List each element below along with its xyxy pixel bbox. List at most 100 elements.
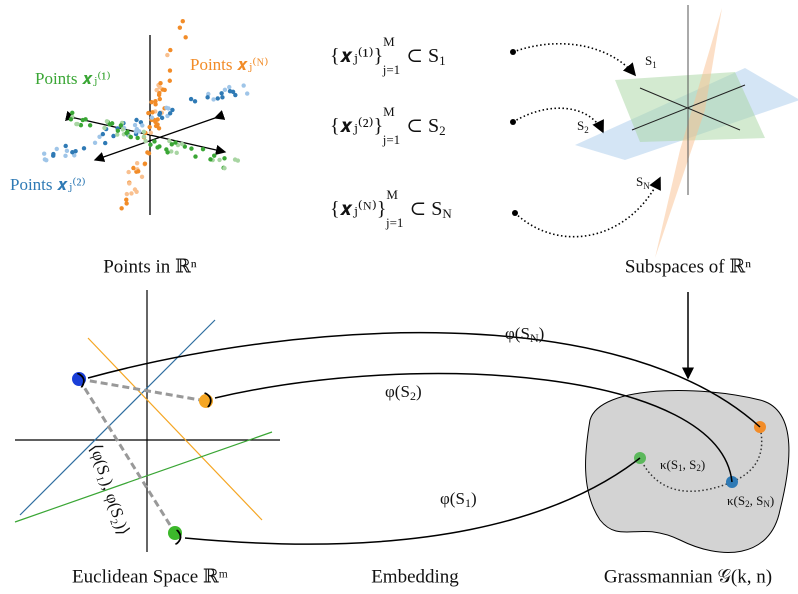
scatter-point — [119, 206, 123, 210]
plane-label: S1 — [645, 53, 657, 70]
scatter-point — [148, 143, 152, 147]
circle — [168, 526, 182, 540]
scatter-point — [119, 123, 123, 127]
scatter-point — [140, 123, 144, 127]
scatter-point — [149, 131, 153, 135]
subset: ⊂ S — [406, 115, 439, 137]
scatter-point — [101, 132, 105, 136]
scatter-point — [111, 134, 115, 138]
scatter-point — [63, 144, 67, 148]
plane-label: S2 — [577, 118, 589, 135]
scatter-point — [121, 127, 125, 131]
post: ) — [701, 457, 705, 472]
scatter-point — [134, 129, 138, 133]
mid: , S — [750, 493, 764, 508]
scatter-label: Points 𝒙ⱼ⁽¹⁾ — [35, 69, 111, 88]
scatter-point — [222, 166, 226, 170]
scatter-point — [157, 126, 161, 130]
scatter-point — [140, 175, 144, 179]
base: S — [645, 53, 652, 68]
scatter-point — [103, 141, 107, 145]
scatter-point — [65, 149, 69, 153]
scatter-point — [220, 95, 224, 99]
scatter-point — [108, 122, 112, 126]
path — [513, 44, 635, 75]
scatter-point — [227, 85, 231, 89]
scatter-point — [180, 142, 184, 146]
upper: M — [386, 187, 398, 202]
scatter-label: Points 𝒙ⱼ⁽ᴺ⁾ — [190, 55, 268, 74]
scatter-point — [133, 123, 137, 127]
scatter-point — [211, 97, 215, 101]
scatter-point — [193, 154, 197, 158]
mid: , S — [683, 457, 697, 472]
scatter-point — [146, 111, 150, 115]
post: ) — [770, 493, 774, 508]
embedding-label: φ(SN) — [505, 324, 544, 345]
scatter-point — [82, 146, 86, 150]
caption: Subspaces of ℝⁿ — [625, 256, 751, 277]
scatter-point — [245, 91, 249, 95]
embedding-label: φ(S2) — [385, 382, 422, 403]
caption: Euclidean Space ℝᵐ — [72, 566, 228, 587]
lower: j=1 — [385, 215, 403, 230]
scatter-point — [102, 126, 106, 130]
scatter-point — [153, 102, 157, 106]
scatter-point — [133, 187, 137, 191]
scatter-point — [116, 128, 120, 132]
scatter-point — [183, 35, 187, 39]
caption: Grassmannian 𝒢(k, n) — [604, 566, 772, 587]
scatter-point — [150, 115, 154, 119]
scatter-point — [115, 132, 119, 136]
scatter-point — [193, 99, 197, 103]
circle — [72, 372, 86, 386]
scatter-point — [149, 100, 153, 104]
scatter-point — [157, 112, 161, 116]
base: S — [636, 174, 643, 189]
scatter-point — [152, 139, 156, 143]
post: ) — [471, 489, 477, 508]
sub: N — [530, 331, 539, 345]
set: {𝒙ⱼ⁽²⁾} — [330, 115, 383, 137]
lower: j=1 — [382, 62, 400, 77]
scatter-point — [44, 158, 48, 162]
scatter-point — [143, 161, 147, 165]
scatter-point — [63, 154, 67, 158]
scatter-point — [131, 166, 135, 170]
scatter-point — [164, 106, 168, 110]
scatter-point — [217, 158, 221, 162]
scatter-point — [129, 191, 133, 195]
subspace-planes — [575, 5, 798, 258]
post: ) — [416, 382, 422, 401]
scatter-point — [241, 83, 245, 87]
scatter-point — [228, 89, 232, 93]
sub: N — [643, 181, 650, 191]
set-formulas: {𝒙ⱼ⁽¹⁾}Mj=1⊂ S1 {𝒙ⱼ⁽²⁾}Mj=1⊂ S2 {𝒙ⱼ⁽ᴺ⁾}M… — [330, 34, 452, 230]
scatter-point — [51, 153, 55, 157]
pre: φ(S — [505, 324, 530, 343]
scatter-label: Points 𝒙ⱼ⁽²⁾ — [10, 175, 86, 194]
scatter-point — [223, 88, 227, 92]
scatter-point — [236, 158, 240, 162]
scatter-point — [88, 123, 92, 127]
scatter-point — [142, 130, 146, 134]
scatter-point — [175, 151, 179, 155]
sub: 1 — [652, 60, 657, 70]
scatter-point — [158, 97, 162, 101]
scatter-point — [168, 79, 172, 83]
scatter-point — [181, 19, 185, 23]
scatter-point — [150, 110, 154, 114]
line — [15, 432, 272, 522]
scatter-point — [70, 150, 74, 154]
set: {𝒙ⱼ⁽¹⁾} — [330, 45, 383, 67]
scatter-point — [124, 201, 128, 205]
scatter-point — [168, 68, 172, 72]
scatter-point — [136, 169, 140, 173]
index: 2 — [439, 123, 446, 138]
index: 1 — [439, 53, 446, 68]
scatter-point — [157, 85, 161, 89]
pre: κ(S — [727, 493, 745, 508]
